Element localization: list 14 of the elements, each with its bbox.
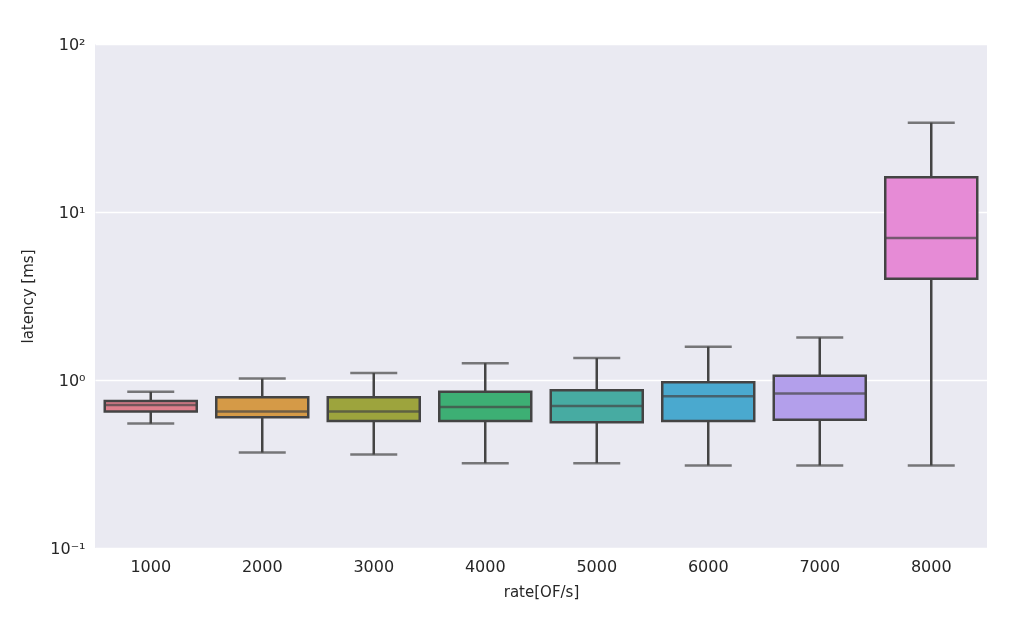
x-tick-label: 1000 [130, 556, 172, 576]
y-axis-title: latency [ms] [19, 249, 38, 344]
y-tick-label: 10⁻¹ [50, 538, 86, 558]
x-tick-label: 6000 [687, 556, 729, 576]
x-tick-label: 2000 [241, 556, 283, 576]
x-tick-label: 8000 [910, 556, 952, 576]
y-tick-label: 10¹ [58, 202, 86, 222]
y-tick-label: 10² [58, 34, 86, 54]
x-axis-title: rate[OF/s] [503, 582, 580, 601]
y-tick-label: 10⁰ [58, 370, 86, 390]
x-tick-label: 5000 [576, 556, 618, 576]
x-tick-label: 7000 [799, 556, 841, 576]
x-tick-label: 3000 [353, 556, 395, 576]
x-tick-label: 4000 [464, 556, 506, 576]
